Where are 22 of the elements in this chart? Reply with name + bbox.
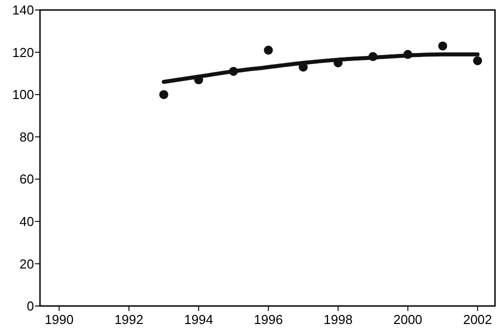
x-tick-label: 1994	[184, 312, 214, 327]
y-tick-label: 40	[20, 214, 34, 229]
y-tick-label: 0	[26, 298, 34, 314]
point	[159, 90, 168, 100]
point	[229, 66, 238, 76]
point	[264, 46, 273, 55]
x-tick-label: 2002	[463, 312, 492, 327]
x-tick-label: 1992	[114, 312, 144, 327]
x-tick-label: 1998	[324, 312, 353, 327]
x-tick-label: 2000	[393, 312, 422, 327]
y-tick-label: 20	[20, 256, 34, 272]
x-tick-label: 1990	[44, 312, 74, 327]
point	[403, 50, 412, 59]
y-tick-label: 60	[20, 172, 34, 187]
y-tick-label: 140	[12, 2, 34, 18]
point	[438, 41, 448, 50]
y-tick-label: 80	[20, 129, 34, 144]
y-tick-label: 100	[12, 87, 34, 102]
x-tick-label: 1996	[254, 312, 283, 327]
point	[473, 56, 482, 66]
point	[368, 52, 378, 62]
y-tick-label: 120	[12, 44, 34, 60]
